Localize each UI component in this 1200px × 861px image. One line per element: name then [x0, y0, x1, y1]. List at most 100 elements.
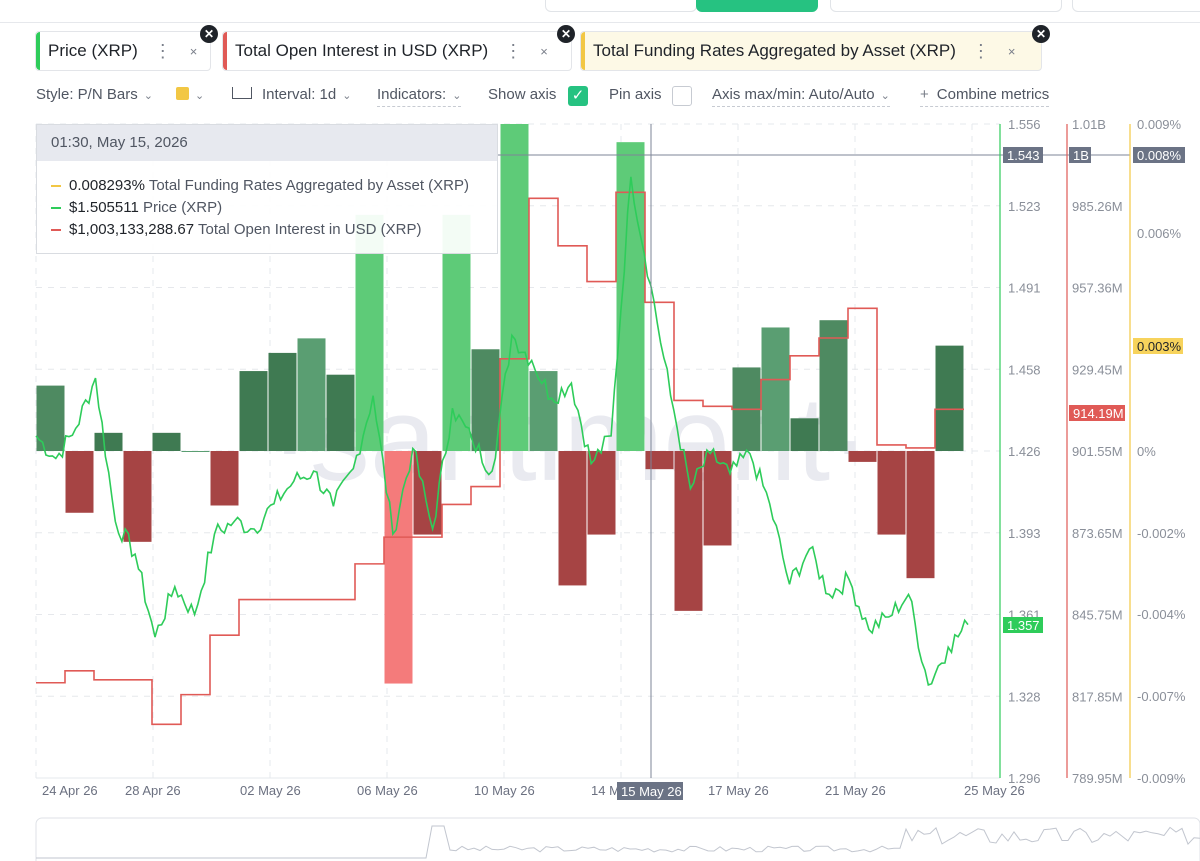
funding-tick-label: -0.007%: [1137, 689, 1186, 704]
color-picker[interactable]: ⌄: [176, 86, 204, 103]
funding-bar: [500, 124, 529, 451]
remove-icon[interactable]: ×: [1007, 43, 1016, 59]
price-tick-label: 1.393: [1008, 526, 1041, 541]
oi-last-badge-bg: [1069, 405, 1125, 421]
x-tick-label: 02 May 26: [240, 783, 301, 798]
more-options-icon[interactable]: ⋮: [153, 40, 172, 61]
price-tick-label: 1.458: [1008, 362, 1041, 377]
oi-tick-label: 873.65M: [1072, 526, 1123, 541]
color-swatch: [176, 87, 189, 100]
oi-tick-label: 985.26M: [1072, 199, 1123, 214]
tooltip-value: 0.008293%: [69, 177, 145, 194]
oi-tick-label: 957.36M: [1072, 281, 1123, 296]
tooltip-metric-name: Price (XRP): [142, 199, 223, 216]
pin-axis-checkbox[interactable]: [672, 86, 692, 106]
top-search-field[interactable]: [830, 0, 1062, 12]
chevron-down-icon: ⌄: [880, 90, 890, 102]
axis-maxmin-label: Axis max/min: Auto/Auto: [712, 86, 875, 103]
funding-bar: [94, 432, 123, 451]
funding-bar: [761, 327, 790, 451]
funding-bar: [123, 451, 152, 542]
funding-bar: [239, 371, 268, 451]
chip-label: Price (XRP): [48, 41, 138, 60]
funding-bar: [906, 451, 935, 579]
chevron-down-icon: ⌄: [143, 90, 153, 102]
price-last-badge: 1.357: [1007, 618, 1040, 633]
tooltip-value: $1.505511: [69, 199, 139, 216]
funding-tick-label: 0.006%: [1137, 226, 1182, 241]
combine-metrics-button[interactable]: + Combine metrics: [920, 86, 1050, 107]
funding-bar: [384, 451, 413, 684]
funding-bar: [819, 320, 848, 451]
show-axis-label: Show axis: [488, 86, 557, 103]
top-strip: [0, 0, 1200, 23]
funding-bars: [36, 124, 964, 684]
x-tick-label: 25 May 26: [964, 783, 1025, 798]
funding-bar: [558, 451, 587, 586]
navigator[interactable]: [35, 817, 1200, 861]
funding-bar: [210, 451, 239, 506]
oi-crosshair-badge-bg: [1069, 147, 1091, 163]
funding-bar: [790, 418, 819, 451]
remove-icon[interactable]: ×: [189, 43, 198, 59]
chip-label: Total Open Interest in USD (XRP): [235, 41, 489, 60]
close-icon[interactable]: ✕: [557, 25, 575, 43]
funding-bar: [36, 385, 65, 451]
more-options-icon[interactable]: ⋮: [504, 40, 523, 61]
funding-bar: [297, 338, 326, 451]
chevron-down-icon: ⌄: [452, 90, 462, 102]
funding-last-badge: 0.003%: [1137, 339, 1182, 354]
funding-tick-label: 0%: [1137, 444, 1156, 459]
axis-maxmin-dropdown[interactable]: Axis max/min: Auto/Auto ⌄: [712, 86, 890, 107]
indicators-dropdown[interactable]: Indicators: ⌄: [377, 86, 462, 107]
funding-bar: [645, 451, 674, 470]
close-icon[interactable]: ✕: [1032, 25, 1050, 43]
close-icon[interactable]: ✕: [200, 25, 218, 43]
x-tick-label: 21 May 26: [825, 783, 886, 798]
price-tick-label: 1.491: [1008, 281, 1041, 296]
oi-tick-label: 845.75M: [1072, 608, 1123, 623]
tooltip-value: $1,003,133,288.67: [69, 221, 195, 238]
tooltip-metric-name: Total Funding Rates Aggregated by Asset …: [148, 177, 469, 194]
crosshair-tooltip: 01:30, May 15, 2026 0.008293% Total Fund…: [36, 124, 498, 254]
funding-crosshair-badge: 0.008%: [1137, 148, 1182, 163]
x-tick-label: 24 Apr 26: [42, 783, 98, 798]
funding-bar: [181, 451, 210, 452]
price-tick-label: 1.426: [1008, 444, 1041, 459]
price-crosshair-badge-bg: [1003, 147, 1043, 163]
more-options-icon[interactable]: ⋮: [971, 40, 990, 61]
x-axis-labels: 24 Apr 26 28 Apr 26 02 May 26 06 May 26 10 M…: [42, 782, 1025, 800]
metric-chip-price[interactable]: Price (XRP) ⋮ ×: [35, 31, 211, 71]
metric-chip-funding-rates[interactable]: Total Funding Rates Aggregated by Asset …: [580, 31, 1042, 71]
style-dropdown[interactable]: Style: P/N Bars ⌄: [36, 86, 153, 103]
tooltip-metric-name: Total Open Interest in USD (XRP): [198, 221, 422, 238]
price-tick-label: 1.296: [1008, 771, 1041, 786]
price-tick-label: 1.556: [1008, 117, 1041, 132]
remove-icon[interactable]: ×: [540, 43, 548, 59]
chip-color-bar: [36, 32, 40, 70]
funding-last-badge-bg: [1133, 338, 1183, 354]
top-right-button[interactable]: [1072, 0, 1200, 12]
metric-chip-open-interest[interactable]: Total Open Interest in USD (XRP) ⋮ ×: [222, 31, 572, 71]
chip-color-bar: [223, 32, 227, 70]
crosshair-date-badge: 15 May 26: [621, 784, 682, 799]
interval-dropdown[interactable]: Interval: 1d ⌄: [232, 86, 351, 103]
funding-tick-label: -0.009%: [1137, 771, 1186, 786]
funding-crosshair-badge-bg: [1133, 147, 1185, 163]
oi-tick-label: 789.95M: [1072, 771, 1123, 786]
top-active-button[interactable]: [696, 0, 818, 12]
funding-tick-label: -0.002%: [1137, 526, 1186, 541]
funding-bar: [848, 451, 877, 462]
oi-tick-label: 817.85M: [1072, 689, 1123, 704]
funding-bar: [152, 432, 181, 451]
style-label: Style: P/N Bars: [36, 86, 138, 103]
price-tick-label: 1.523: [1008, 199, 1041, 214]
price-crosshair-badge: 1.543: [1007, 148, 1040, 163]
funding-bar: [268, 352, 297, 451]
show-axis-checkbox[interactable]: ✓: [568, 86, 588, 106]
tooltip-row-funding: 0.008293% Total Funding Rates Aggregated…: [37, 175, 497, 197]
chevron-down-icon: ⌄: [195, 90, 205, 102]
oi-tick-label: 1.01B: [1072, 117, 1106, 132]
oi-tick-label: 929.45M: [1072, 362, 1123, 377]
